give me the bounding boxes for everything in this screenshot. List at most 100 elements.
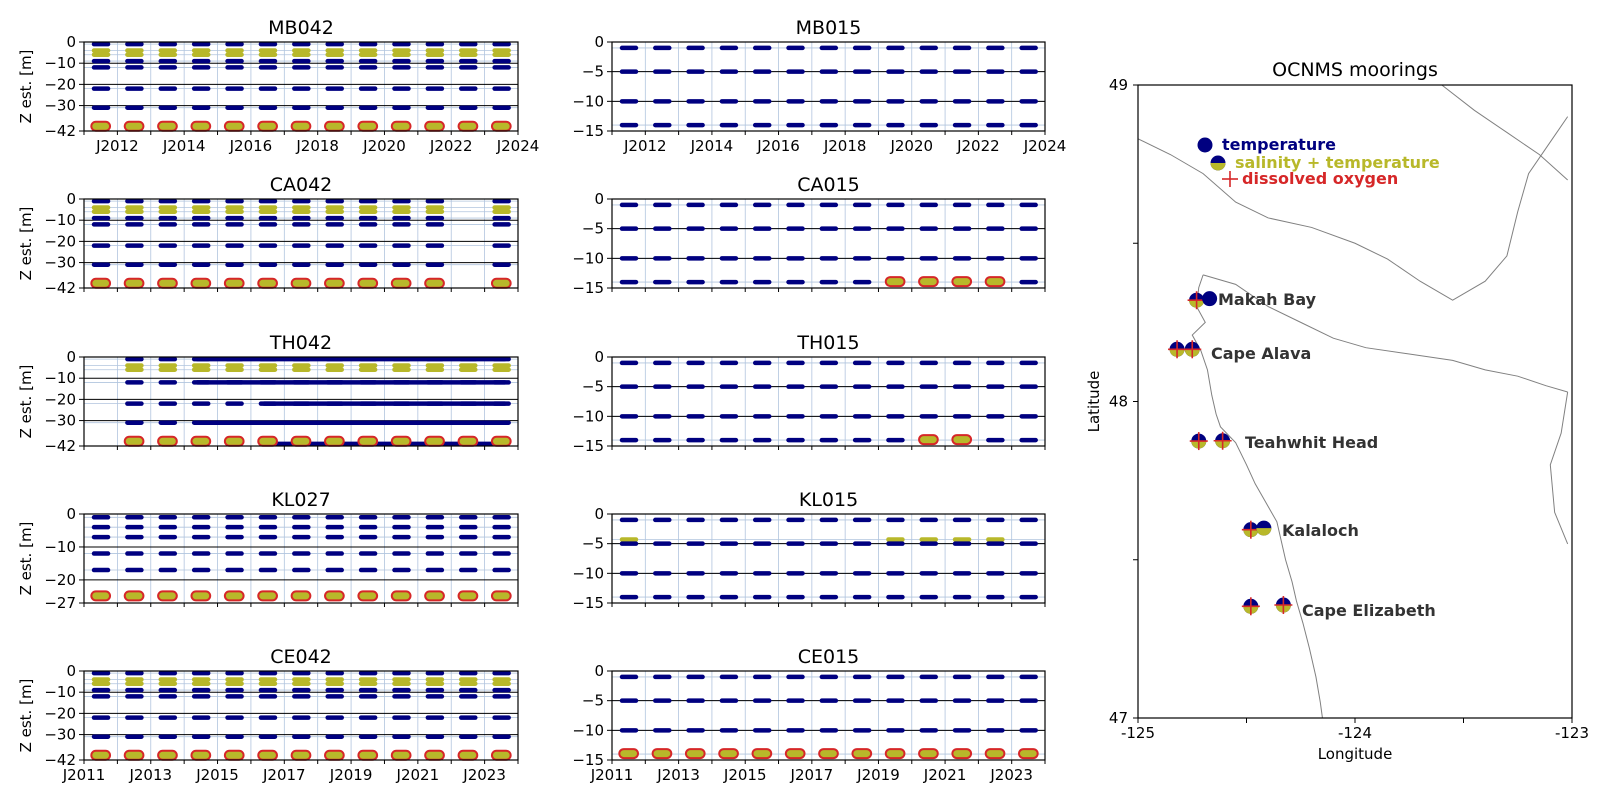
x-tick-label: J2024 bbox=[496, 137, 540, 155]
bottom-instrument bbox=[257, 590, 278, 602]
y-tick-label: −20 bbox=[44, 390, 76, 408]
bottom-instrument bbox=[223, 120, 245, 132]
bottom-instrument bbox=[223, 435, 245, 447]
panel-th042: 0 −10 −20 −30 −42 TH042 Z est. [m] bbox=[17, 332, 519, 455]
bottom-instrument bbox=[257, 277, 278, 289]
y-tick-label: 0 bbox=[594, 662, 604, 680]
bottom-instrument bbox=[357, 749, 379, 761]
bottom-instrument bbox=[984, 276, 1006, 288]
x-tick-label: J2011 bbox=[62, 766, 106, 784]
bottom-instrument bbox=[157, 120, 178, 132]
panel-frame bbox=[83, 513, 519, 604]
bottom-instrument bbox=[424, 277, 445, 289]
bottom-instrument bbox=[157, 590, 178, 602]
y-axis-label: Z est. [m] bbox=[17, 50, 35, 124]
y-tick-label: −27 bbox=[44, 594, 76, 612]
panel-title: KL015 bbox=[799, 489, 858, 511]
panel-ca042: 0 −10 −20 −30 −42 CA042 Z est. [m] bbox=[17, 174, 519, 297]
panel-ca015: 0 −5 −10 −15 CA015 bbox=[572, 174, 1046, 297]
bottom-instrument bbox=[1018, 748, 1039, 760]
y-tick-label: 0 bbox=[66, 190, 76, 208]
x-tick-label: J2015 bbox=[723, 766, 767, 784]
panel-frame bbox=[83, 356, 519, 447]
bottom-instrument bbox=[324, 590, 345, 602]
bottom-instrument bbox=[751, 748, 773, 760]
bottom-instrument bbox=[290, 120, 312, 132]
site-makah-bay: Makah Bay bbox=[1187, 290, 1317, 310]
x-tick-label: J2015 bbox=[195, 766, 239, 784]
bottom-instrument bbox=[90, 277, 112, 289]
x-tick-label: J2020 bbox=[889, 137, 933, 155]
panel-kl015: 0 −5 −10 −15 KL015 bbox=[572, 489, 1046, 612]
bottom-instrument bbox=[490, 277, 512, 289]
y-tick-label: −10 bbox=[44, 538, 76, 556]
x-tick-label: J2011 bbox=[590, 766, 634, 784]
bottom-instrument bbox=[290, 749, 312, 761]
x-tick-label: J2023 bbox=[989, 766, 1033, 784]
panel-kl027: 0 −10 −20 −27 KL027 Z est. [m] bbox=[17, 489, 519, 612]
bottom-instrument bbox=[424, 435, 445, 447]
x-tick-label: J2017 bbox=[262, 766, 306, 784]
x-tick-label: J2019 bbox=[329, 766, 373, 784]
bottom-instrument bbox=[290, 277, 312, 289]
y-tick-label: −10 bbox=[572, 721, 604, 739]
x-tick-label: J2014 bbox=[162, 137, 206, 155]
bottom-instrument bbox=[490, 590, 512, 602]
x-tick-label: J2021 bbox=[396, 766, 440, 784]
y-tick-label: −42 bbox=[44, 751, 76, 769]
bottom-instrument bbox=[918, 748, 939, 760]
y-tick-label: 0 bbox=[66, 662, 76, 680]
y-tick-label: −10 bbox=[572, 92, 604, 110]
y-tick-label: 47 bbox=[1109, 709, 1128, 727]
y-tick-label: −5 bbox=[582, 63, 604, 81]
x-tick-label: -124 bbox=[1338, 724, 1372, 742]
bottom-instrument bbox=[357, 120, 379, 132]
bottom-instrument bbox=[684, 748, 706, 760]
panel-frame bbox=[611, 670, 1046, 761]
site-cape-elizabeth: Cape Elizabeth bbox=[1241, 596, 1436, 620]
bottom-instrument bbox=[651, 748, 673, 760]
bottom-instrument bbox=[784, 748, 806, 760]
panel-th015: 0 −5 −10 −15 TH015 bbox=[572, 332, 1046, 455]
y-axis-label: Latitude bbox=[1085, 371, 1103, 433]
legend-label-temperature: temperature bbox=[1222, 135, 1336, 154]
panel-frame bbox=[83, 198, 519, 289]
bottom-instrument bbox=[290, 435, 312, 447]
site-kalaloch: Kalaloch bbox=[1241, 520, 1359, 540]
y-tick-label: −10 bbox=[572, 564, 604, 582]
y-tick-label: −20 bbox=[44, 232, 76, 250]
map-panel: -125 -124 -123 47 48 49 OCNMS moorings Longitud… bbox=[1085, 59, 1589, 763]
bottom-instrument bbox=[718, 748, 739, 760]
temperature-marker bbox=[1197, 137, 1213, 153]
site-teahwhit-head: Teahwhit Head bbox=[1189, 431, 1378, 452]
site-label: Makah Bay bbox=[1218, 290, 1317, 309]
y-tick-label: −5 bbox=[582, 535, 604, 553]
bottom-instrument bbox=[157, 749, 178, 761]
y-tick-label: −10 bbox=[572, 407, 604, 425]
bottom-instrument bbox=[390, 120, 412, 132]
bottom-instrument bbox=[457, 435, 479, 447]
panel-title: TH015 bbox=[796, 332, 859, 354]
x-tick-label: J2017 bbox=[790, 766, 834, 784]
y-tick-label: 0 bbox=[594, 505, 604, 523]
legend-label-oxygen: dissolved oxygen bbox=[1242, 169, 1398, 188]
x-tick-label: J2012 bbox=[623, 137, 667, 155]
bottom-instrument bbox=[424, 120, 445, 132]
bottom-instrument bbox=[123, 749, 145, 761]
site-label: Cape Elizabeth bbox=[1302, 601, 1436, 620]
salinity-marker bbox=[1210, 163, 1226, 171]
x-tick-label: J2018 bbox=[295, 137, 339, 155]
y-tick-label: −10 bbox=[44, 369, 76, 387]
bottom-instrument bbox=[324, 435, 345, 447]
bottom-instrument bbox=[951, 434, 973, 446]
bottom-instrument bbox=[357, 277, 379, 289]
bottom-instrument bbox=[223, 277, 245, 289]
coastline-mainland bbox=[1441, 84, 1568, 181]
y-tick-label: −10 bbox=[44, 54, 76, 72]
bottom-instrument bbox=[324, 120, 345, 132]
y-tick-label: −42 bbox=[44, 437, 76, 455]
bottom-instrument bbox=[257, 749, 278, 761]
y-tick-label: −10 bbox=[572, 249, 604, 267]
